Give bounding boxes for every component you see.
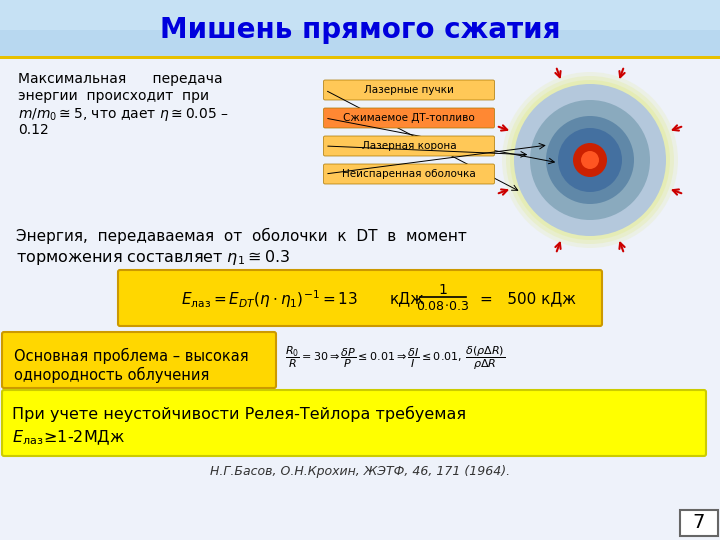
Text: торможения составляет $\eta_1 \cong 0.3$: торможения составляет $\eta_1 \cong 0.3$ — [16, 248, 290, 267]
Text: кДж: кДж — [390, 292, 425, 307]
Text: Основная проблема – высокая: Основная проблема – высокая — [14, 348, 248, 364]
Text: Лазерная корона: Лазерная корона — [361, 141, 456, 151]
Text: $E_{\mathrm{лаз}}\!\geq\!1$-2МДж: $E_{\mathrm{лаз}}\!\geq\!1$-2МДж — [12, 428, 125, 447]
Text: $0.08\!\cdot\!0.3$: $0.08\!\cdot\!0.3$ — [416, 300, 469, 314]
Bar — [680, 510, 718, 536]
FancyBboxPatch shape — [323, 164, 495, 184]
FancyBboxPatch shape — [323, 136, 495, 156]
Text: 0.12: 0.12 — [18, 123, 49, 137]
Bar — [0, 56, 720, 59]
Text: Сжимаемое ДТ-топливо: Сжимаемое ДТ-топливо — [343, 113, 475, 123]
Text: Мишень прямого сжатия: Мишень прямого сжатия — [160, 16, 560, 44]
Text: Неиспаренная оболочка: Неиспаренная оболочка — [342, 169, 476, 179]
Circle shape — [510, 80, 670, 240]
FancyBboxPatch shape — [323, 80, 495, 100]
Text: 1: 1 — [438, 283, 447, 297]
FancyBboxPatch shape — [2, 390, 706, 456]
Text: Н.Г.Басов, О.Н.Крохин, ЖЭТФ, 46, 171 (1964).: Н.Г.Басов, О.Н.Крохин, ЖЭТФ, 46, 171 (19… — [210, 465, 510, 478]
Bar — [0, 0, 720, 30]
Circle shape — [514, 84, 666, 236]
Text: =   500 кДж: = 500 кДж — [480, 292, 576, 307]
Text: При учете неустойчивости Релея-Тейлора требуемая: При учете неустойчивости Релея-Тейлора т… — [12, 406, 466, 422]
Text: $E_{\mathrm{лаз}} = E_{DT}\left(\eta\cdot\eta_1\right)^{-1} = 13$: $E_{\mathrm{лаз}} = E_{DT}\left(\eta\cdo… — [181, 288, 359, 310]
Text: Максимальная      передача: Максимальная передача — [18, 72, 222, 86]
Circle shape — [530, 100, 650, 220]
Circle shape — [581, 151, 599, 169]
FancyBboxPatch shape — [118, 270, 602, 326]
Text: 7: 7 — [693, 514, 705, 532]
Text: однородность облучения: однородность облучения — [14, 367, 210, 383]
Circle shape — [558, 128, 622, 192]
Circle shape — [573, 143, 607, 177]
Circle shape — [506, 76, 674, 244]
Text: Лазерные пучки: Лазерные пучки — [364, 85, 454, 95]
Circle shape — [546, 116, 634, 204]
FancyBboxPatch shape — [2, 332, 276, 388]
Text: Энергия,  передаваемая  от  оболочки  к  DT  в  момент: Энергия, передаваемая от оболочки к DT в… — [16, 228, 467, 244]
Circle shape — [502, 72, 678, 248]
Text: $m/m_0\cong 5$, что дает $\eta\cong 0.05$ –: $m/m_0\cong 5$, что дает $\eta\cong 0.05… — [18, 106, 229, 123]
Text: $\dfrac{R_0}{R}=30\Rightarrow\dfrac{\delta P}{P}\leq 0.01\Rightarrow\dfrac{\delt: $\dfrac{R_0}{R}=30\Rightarrow\dfrac{\del… — [285, 345, 505, 372]
Bar — [0, 0, 720, 58]
Text: энергии  происходит  при: энергии происходит при — [18, 89, 209, 103]
FancyBboxPatch shape — [323, 108, 495, 128]
Bar — [0, 59, 720, 540]
